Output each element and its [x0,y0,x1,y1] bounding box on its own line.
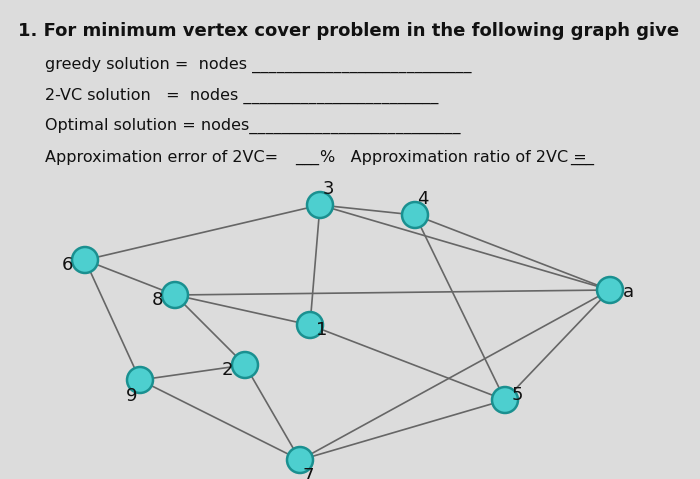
Text: 1: 1 [316,321,328,339]
Circle shape [402,202,428,228]
Circle shape [597,277,623,303]
Text: 2-VC solution   =  nodes ________________________: 2-VC solution = nodes __________________… [45,88,438,104]
Circle shape [297,312,323,338]
Circle shape [232,352,258,378]
Circle shape [287,447,313,473]
Text: a: a [622,283,634,301]
Text: ___: ___ [570,150,594,165]
Text: %   Approximation ratio of 2VC =: % Approximation ratio of 2VC = [320,150,587,165]
Text: 4: 4 [417,190,428,208]
Text: 1. For minimum vertex cover problem in the following graph give: 1. For minimum vertex cover problem in t… [18,22,679,40]
Circle shape [307,192,333,218]
Text: 2: 2 [221,361,232,379]
Circle shape [492,387,518,413]
Text: 8: 8 [151,291,162,309]
Text: Approximation error of 2VC=: Approximation error of 2VC= [45,150,278,165]
Text: 7: 7 [302,467,314,479]
Circle shape [162,282,188,308]
Text: 3: 3 [322,180,334,198]
Text: 6: 6 [62,256,73,274]
Text: ___: ___ [295,150,319,165]
Text: Optimal solution = nodes__________________________: Optimal solution = nodes________________… [45,118,461,134]
Circle shape [72,247,98,273]
Text: 9: 9 [126,387,138,405]
Text: 5: 5 [511,386,523,404]
Text: greedy solution =  nodes ___________________________: greedy solution = nodes ________________… [45,57,472,73]
Circle shape [127,367,153,393]
